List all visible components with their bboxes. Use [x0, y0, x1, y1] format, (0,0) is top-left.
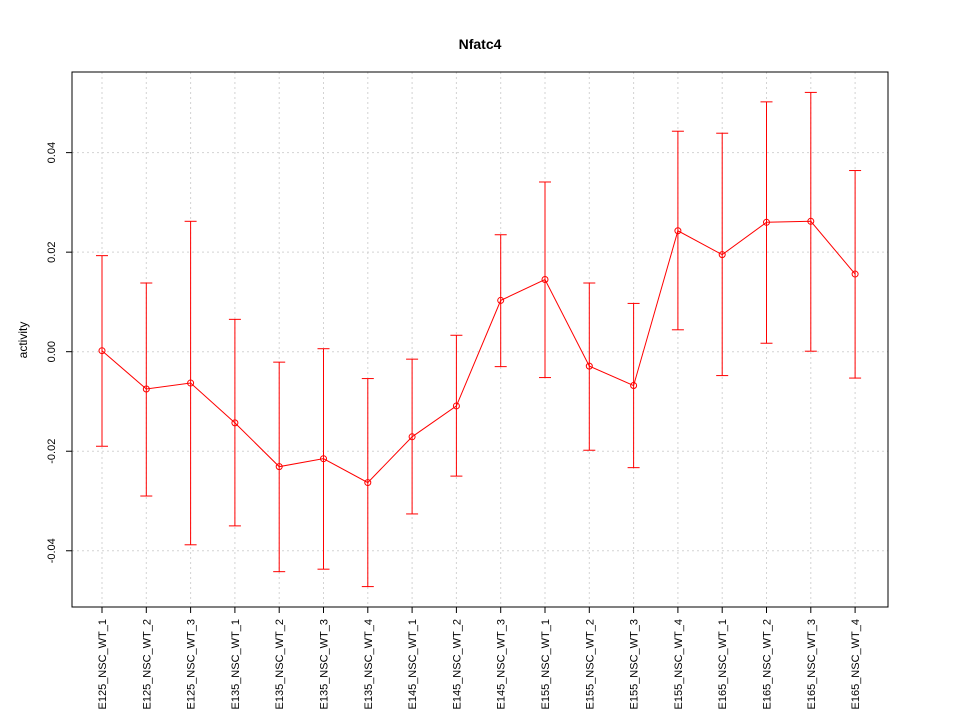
x-tick-label: E155_NSC_WT_3	[629, 619, 641, 710]
x-tick-label: E155_NSC_WT_1	[540, 619, 552, 710]
x-tick-label: E125_NSC_WT_3	[186, 619, 198, 710]
x-tick-label: E135_NSC_WT_3	[319, 619, 331, 710]
data-point	[497, 296, 505, 304]
data-point	[541, 276, 549, 284]
data-point	[231, 419, 239, 427]
x-tick-label: E155_NSC_WT_2	[584, 619, 596, 710]
y-axis: -0.04 -0.02 0.00 0.02 0.04	[46, 142, 72, 563]
data-point	[763, 218, 770, 226]
x-tick-label: E145_NSC_WT_1	[407, 619, 419, 710]
x-tick-label: E135_NSC_WT_2	[274, 619, 286, 710]
x-tick-label: E135_NSC_WT_4	[363, 619, 375, 710]
data-point	[275, 463, 283, 471]
x-tick-label: E165_NSC_WT_3	[806, 619, 818, 710]
y-tick-label: -0.04	[46, 538, 58, 563]
data-point	[408, 433, 416, 441]
y-tick-label: 0.02	[46, 241, 58, 262]
y-tick-label: 0.00	[46, 341, 58, 362]
data-point	[630, 382, 638, 390]
x-tick-label: E125_NSC_WT_1	[97, 619, 109, 710]
x-tick-label: E165_NSC_WT_1	[717, 619, 729, 710]
data-point	[851, 270, 859, 278]
data-point	[807, 217, 815, 225]
x-tick-label: E145_NSC_WT_2	[451, 619, 463, 710]
x-tick-label: E145_NSC_WT_3	[496, 619, 508, 710]
x-tick-label: E155_NSC_WT_4	[673, 619, 685, 710]
chart-title: Nfatc4	[459, 36, 502, 52]
x-axis: E125_NSC_WT_1 E125_NSC_WT_2 E125_NSC_WT_3 E…	[97, 607, 862, 710]
x-tick-label: E125_NSC_WT_2	[141, 619, 153, 710]
series	[96, 91, 862, 588]
grid	[72, 72, 888, 607]
plot-frame	[71, 71, 889, 608]
data-point	[585, 362, 593, 370]
data-point	[364, 479, 372, 487]
data-point	[98, 347, 106, 355]
data-point	[187, 379, 195, 387]
x-tick-label: E165_NSC_WT_2	[762, 619, 774, 710]
data-point	[452, 402, 460, 410]
y-axis-label: activity	[16, 322, 30, 359]
data-point	[320, 455, 327, 463]
data-point	[718, 251, 726, 259]
data-point	[142, 385, 150, 393]
x-tick-label: E135_NSC_WT_1	[230, 619, 242, 710]
data-point	[674, 227, 682, 235]
series-line	[101, 220, 856, 484]
y-tick-label: -0.02	[46, 439, 58, 464]
y-tick-label: 0.04	[46, 142, 58, 163]
x-tick-label: E165_NSC_WT_4	[850, 619, 862, 710]
